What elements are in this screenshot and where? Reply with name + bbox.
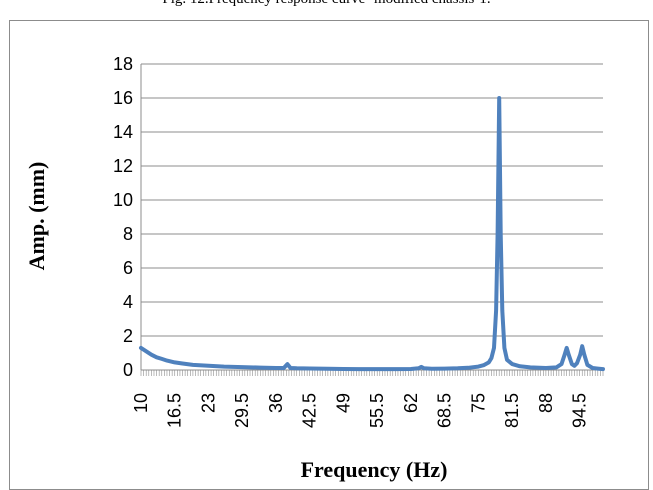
figure-caption: Fig. 12.Frequency response curve- modifi… (0, 0, 653, 8)
x-tick-label: 75 (468, 393, 488, 413)
y-tick-label: 10 (113, 190, 133, 210)
x-tick-label: 23 (198, 393, 218, 413)
y-axis-label: Amp. (mm) (24, 162, 49, 271)
x-tick-label: 62 (401, 393, 421, 413)
x-tick-label: 42.5 (300, 393, 320, 428)
x-tick-label: 94.5 (570, 393, 590, 428)
x-tick-label: 88 (536, 393, 556, 413)
x-tick-labels: 10 16.5 23 29.5 36 42.5 49 55.5 62 68.5 75 81.5 88 94… (131, 393, 590, 428)
y-tick-label: 6 (123, 258, 133, 278)
y-tick-labels: 0 2 4 6 8 10 12 14 16 18 (113, 54, 133, 380)
x-tick-label: 49 (333, 393, 353, 413)
y-tick-label: 16 (113, 88, 133, 108)
y-tick-label: 4 (123, 292, 133, 312)
x-tick-label: 29.5 (232, 393, 252, 428)
x-tick-label: 55.5 (367, 393, 387, 428)
x-tick-label: 81.5 (502, 393, 522, 428)
x-tick-label: 10 (131, 393, 151, 413)
y-tick-label: 12 (113, 156, 133, 176)
x-axis-label: Frequency (Hz) (301, 457, 448, 482)
x-tick-label: 36 (266, 393, 286, 413)
y-tick-label: 0 (123, 360, 133, 380)
y-tick-label: 14 (113, 122, 133, 142)
y-tick-label: 2 (123, 326, 133, 346)
x-tick-label: 68.5 (435, 393, 455, 428)
y-tick-label: 8 (123, 224, 133, 244)
y-tick-label: 18 (113, 54, 133, 74)
x-tick-label: 16.5 (165, 393, 185, 428)
gridlines (141, 63, 603, 337)
x-axis (140, 64, 604, 376)
series-line (139, 96, 605, 372)
